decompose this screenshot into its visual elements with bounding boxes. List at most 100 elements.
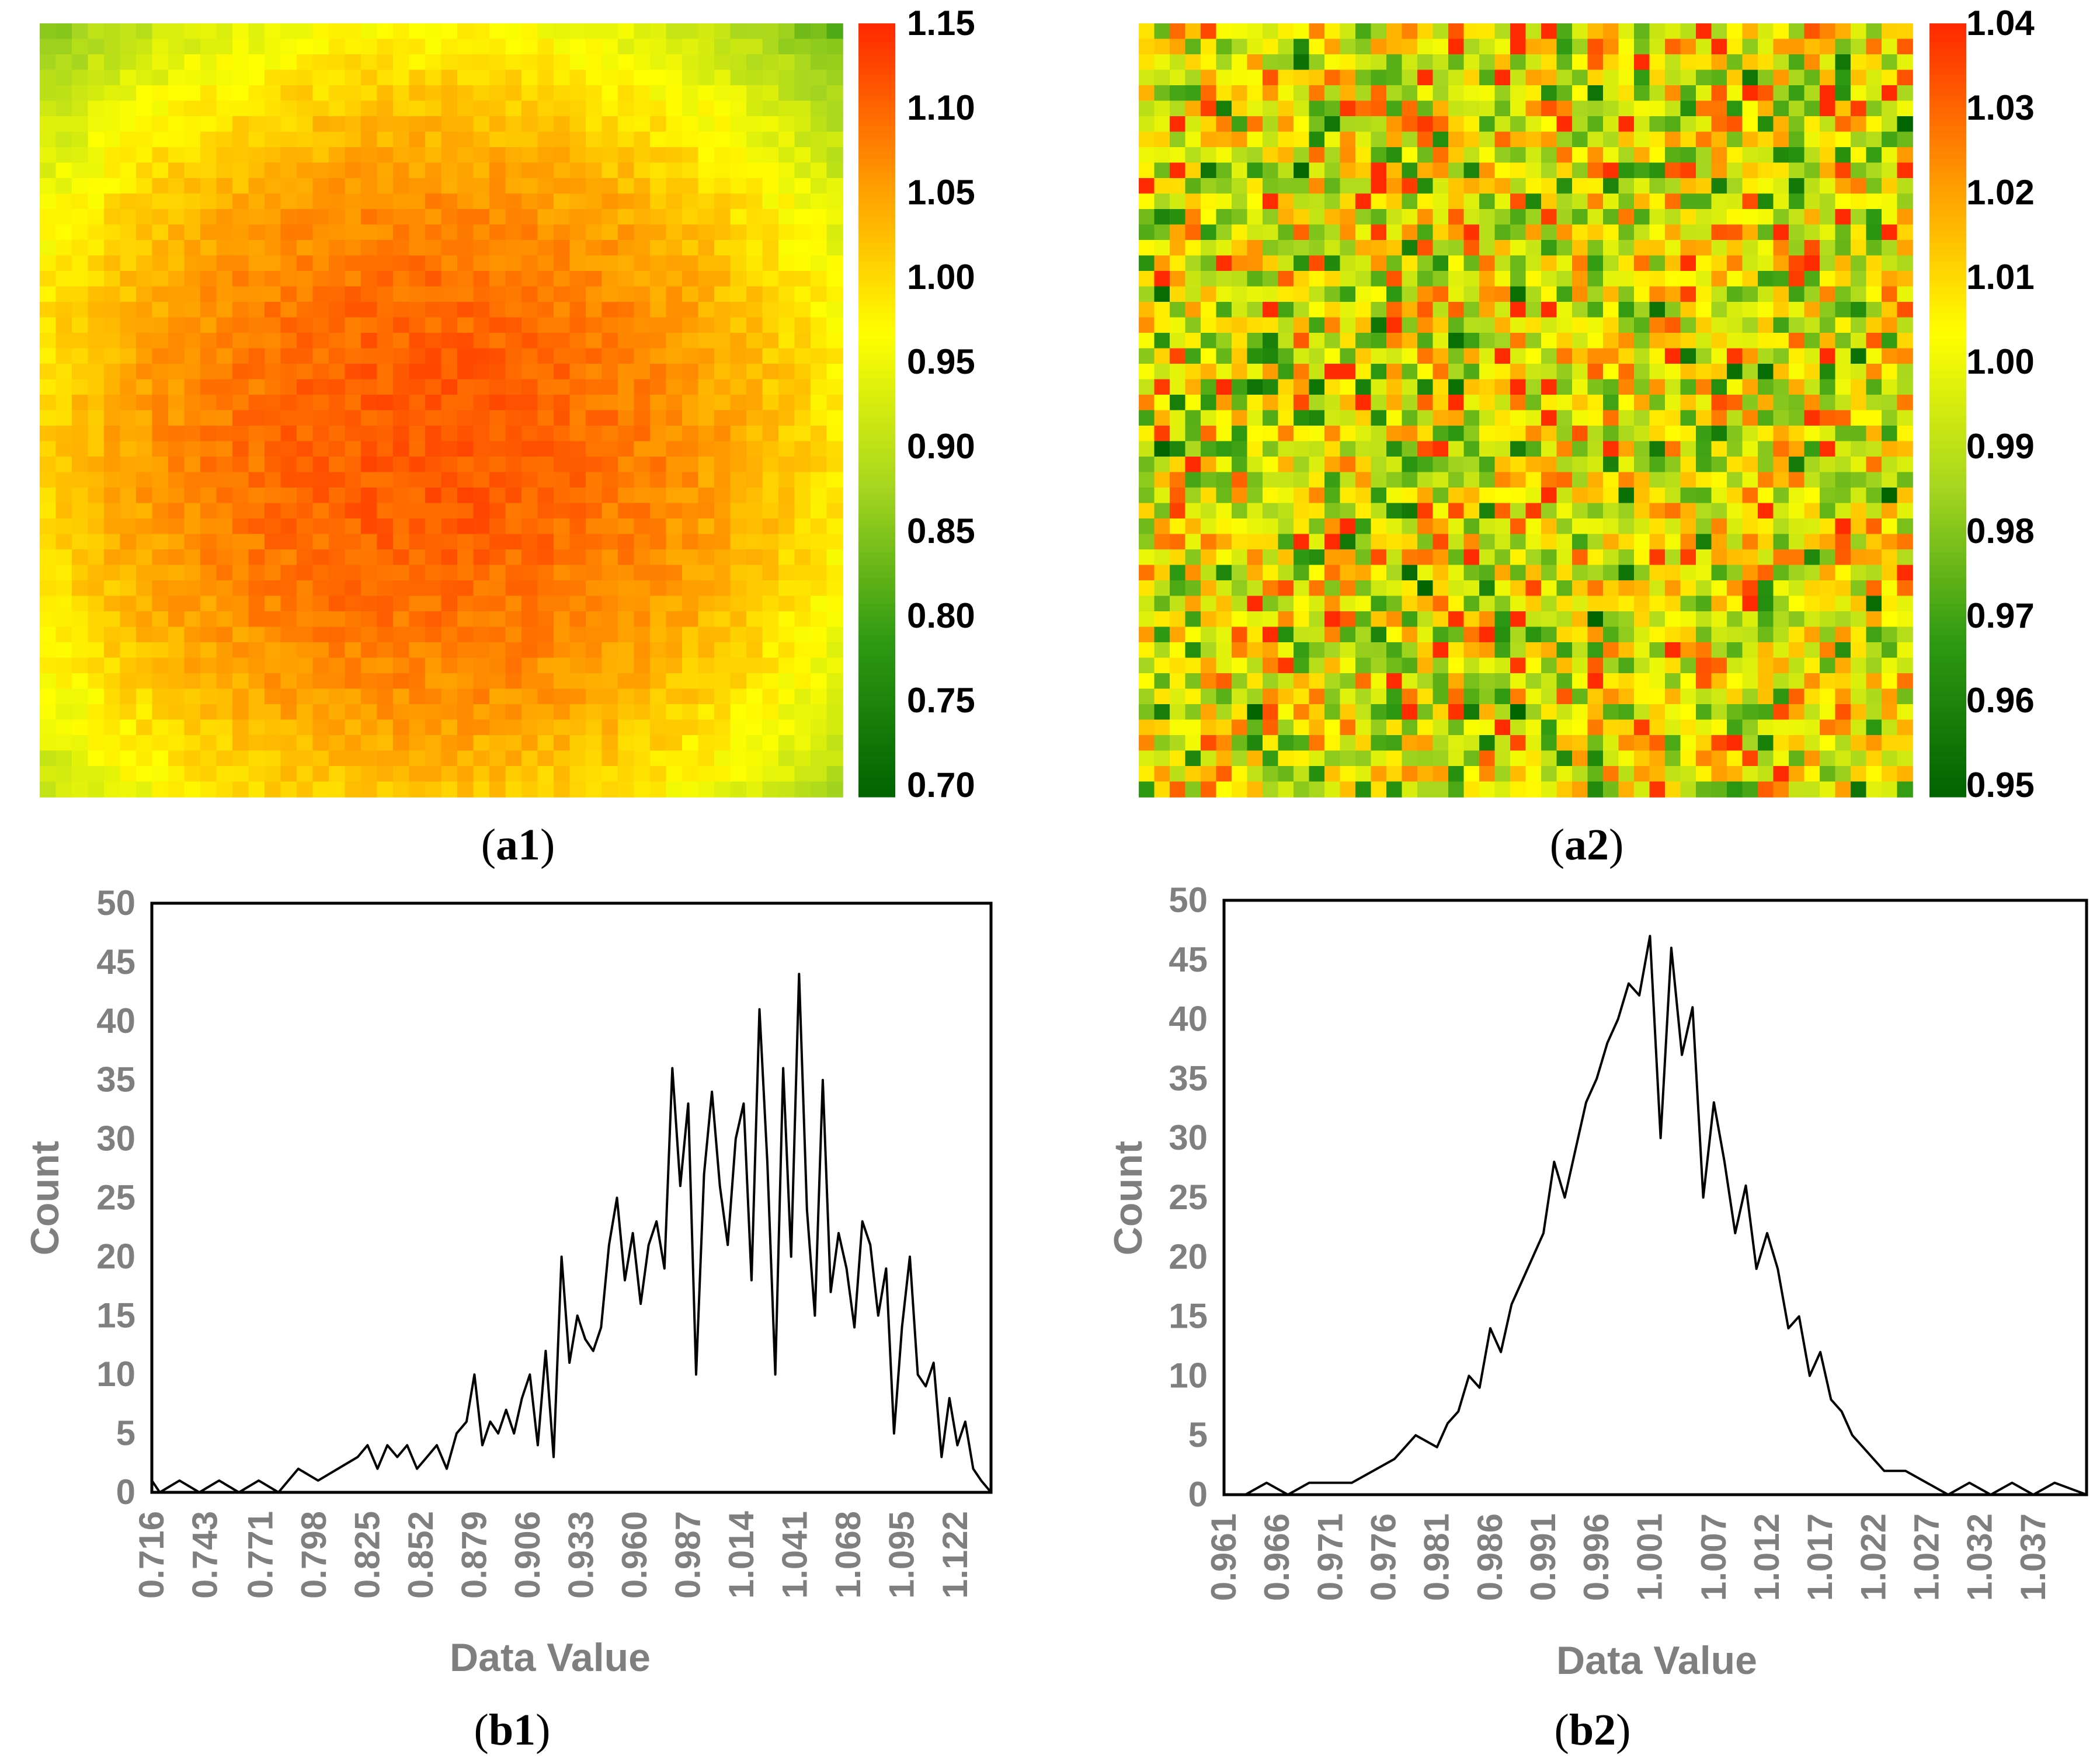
heatmap-cell [1711,673,1727,690]
heatmap-cell [441,193,458,210]
heatmap-cell [602,457,618,473]
heatmap-cell [1866,549,1882,566]
heatmap-cell [1463,116,1480,133]
heatmap-cell [136,85,153,102]
heatmap-cell [1309,534,1325,550]
heatmap-cell [714,379,731,395]
heatmap-cell [1665,596,1681,612]
heatmap-cell [698,240,715,256]
heatmap-cell [1340,379,1356,395]
heatmap-cell [136,131,153,148]
heatmap-cell [1556,23,1573,40]
heatmap-cell [1448,657,1465,674]
heatmap-cell [1835,255,1851,271]
heatmap-cell [1170,162,1186,179]
heatmap-cell [1448,626,1465,643]
heatmap-cell [1851,580,1867,597]
heatmap-cell [248,271,265,287]
heatmap-cell [1154,364,1170,380]
heatmap-cell [1649,580,1666,597]
heatmap-cell [457,580,474,597]
heatmap-cell [1309,286,1325,302]
heatmap-cell [1556,719,1573,736]
heatmap-cell [826,286,843,302]
heatmap-cell [265,147,281,163]
heatmap-cell [1139,131,1155,148]
heatmap-cell [55,286,72,302]
heatmap-cell [265,781,281,798]
heatmap-cell [72,364,89,380]
heatmap-cell [425,271,442,287]
heatmap-cell [778,348,795,364]
heatmap-cell [1355,85,1372,102]
heatmap-cell [200,488,217,504]
heatmap-cell [682,580,699,597]
heatmap-cell [778,162,795,179]
heatmap-cell [1587,457,1604,473]
heatmap-cell [554,750,571,767]
heatmap-cell [1355,23,1372,40]
heatmap-cell [714,426,731,442]
heatmap-cell [1680,271,1696,287]
heatmap-cell [168,395,185,411]
heatmap-cell [1866,673,1882,690]
heatmap-cell [40,131,57,148]
heatmap-cell [1139,657,1155,674]
heatmap-cell [698,85,715,102]
heatmap-cell [505,240,522,256]
heatmap-cell [265,457,281,473]
heatmap-cell [441,364,458,380]
heatmap-cell [120,348,137,364]
heatmap-cell [730,534,747,550]
heatmap-cell [1216,131,1232,148]
heatmap-cell [1866,657,1882,674]
heatmap-cell [1587,580,1604,597]
heatmap-cell [1278,441,1294,457]
heatmap-cell [618,626,635,643]
heatmap-cell [409,69,426,86]
heatmap-cell [280,488,297,504]
heatmap-cell [1247,395,1263,411]
heatmap-cell [1247,657,1263,674]
heatmap-cell [1402,317,1418,333]
heatmap-cell [409,534,426,550]
heatmap-cell [184,69,201,86]
heatmap-cell [1556,472,1573,488]
heatmap-cell [1433,704,1449,720]
heatmap-cell [1154,379,1170,395]
heatmap-cell [1525,565,1542,581]
heatmap-cell [586,642,603,659]
heatmap-cell [361,85,378,102]
heatmap-cell [1494,488,1511,504]
heatmap-cell [762,85,779,102]
heatmap-cell [1541,116,1557,133]
heatmap-cell [473,766,490,782]
colorbar-segment [858,165,895,172]
heatmap-cell [602,39,618,55]
heatmap-cell [537,131,554,148]
heatmap-cell [1603,395,1619,411]
heatmap-cell [441,626,458,643]
heatmap-cell [1309,688,1325,705]
heatmap-cell [682,85,699,102]
heatmap-cell [136,426,153,442]
heatmap-cell [1185,23,1201,40]
heatmap-cell [1247,580,1263,597]
heatmap-cell [345,719,361,736]
heatmap-cell [1294,131,1310,148]
heatmap-cell [1572,534,1588,550]
heatmap-cell [618,534,635,550]
heatmap-cell [1742,193,1758,210]
heatmap-cell [361,503,378,519]
heatmap-cell [40,255,57,271]
heatmap-cell [200,565,217,581]
heatmap-cell [762,69,779,86]
heatmap-cell [1263,580,1279,597]
heatmap-cell [457,503,474,519]
heatmap-cell [1587,271,1604,287]
heatmap-cell [1324,549,1341,566]
heatmap-cell [425,735,442,751]
heatmap-cell [1479,596,1496,612]
heatmap-cell [1154,39,1170,55]
heatmap-cell [1820,54,1836,71]
